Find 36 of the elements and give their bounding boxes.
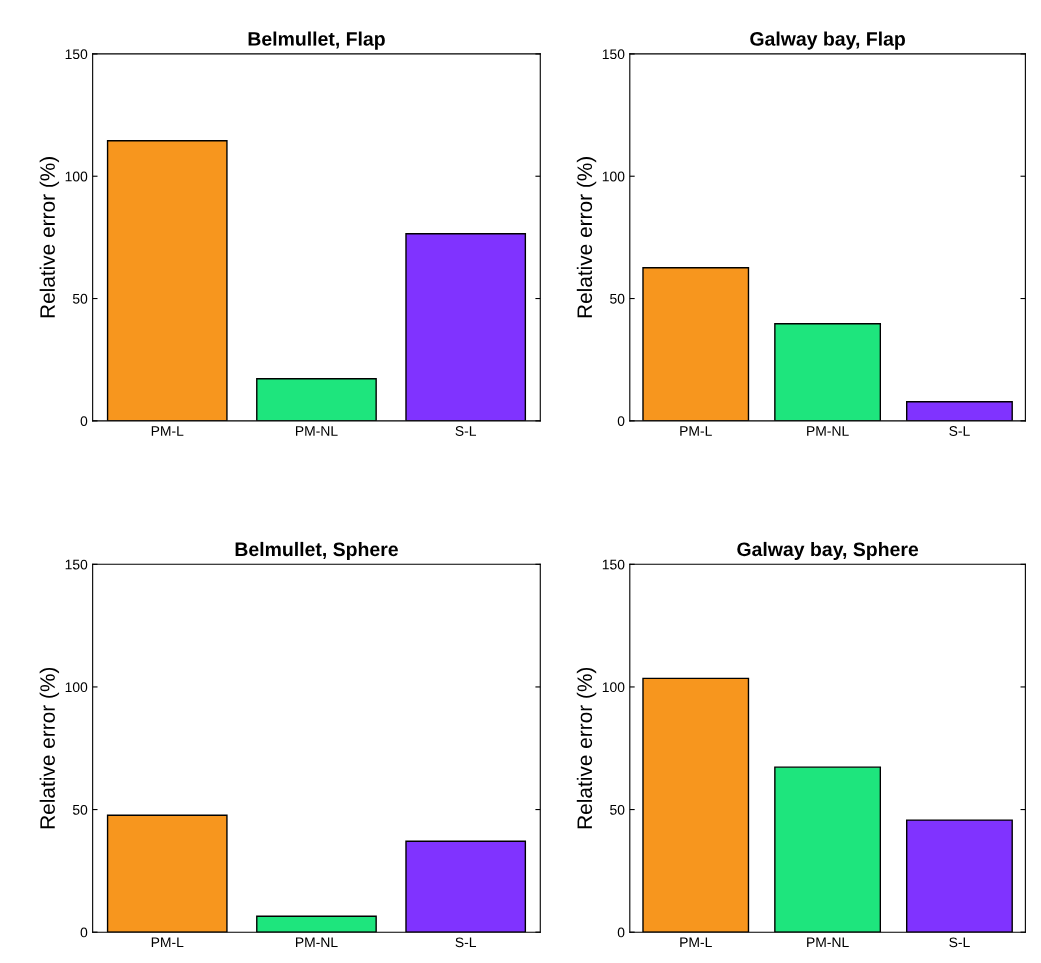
x-tick-label: S-L [455,426,477,436]
y-tick-label: 50 [72,293,88,304]
y-tick-label: 0 [617,416,625,426]
y-tick-label: 100 [65,682,88,693]
x-tick-label: PM-L [151,937,184,948]
y-tick-label: 100 [602,171,625,182]
x-tick-label: PM-L [151,426,184,436]
y-tick-label: 0 [80,927,88,938]
y-axis-title: Relative error (%) [576,667,597,829]
y-tick-label: 50 [610,293,625,304]
chart-title: Galway bay, Flap [750,31,905,50]
x-tick-label: PM-L [680,426,712,436]
chart-title: Galway bay, Sphere [737,541,919,561]
y-tick-label: 50 [72,804,88,815]
y-axis-title: Relative error (%) [39,157,60,318]
chart-title: Belmullet, Sphere [235,541,398,561]
y-tick-label: 50 [610,804,625,815]
x-tick-label: S-L [455,937,477,948]
x-tick-label: PM-NL [296,426,338,436]
x-tick-label: PM-NL [296,937,338,948]
y-tick-label: 150 [65,49,88,60]
y-tick-label: 100 [65,171,88,182]
y-axis-title: Relative error (%) [39,667,60,829]
y-tick-label: 150 [602,49,625,60]
chart-title: Belmullet, Flap [248,31,385,50]
x-tick-label: PM-NL [807,937,849,948]
y-axis-title: Relative error (%) [576,157,597,318]
y-tick-label: 0 [80,416,88,426]
x-tick-label: S-L [949,937,970,948]
x-tick-label: S-L [949,426,970,436]
x-tick-label: PM-NL [807,426,849,436]
y-tick-label: 0 [617,927,625,938]
y-tick-label: 100 [602,682,625,693]
x-tick-label: PM-L [680,937,712,948]
y-tick-label: 150 [602,559,625,570]
y-tick-label: 150 [65,559,88,570]
